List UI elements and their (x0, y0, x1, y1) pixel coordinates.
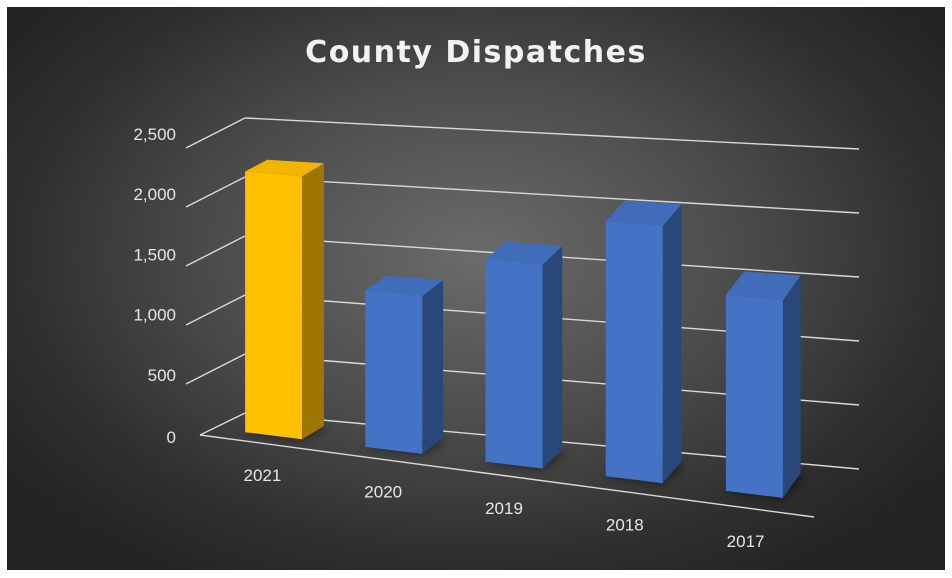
gridline-side (185, 353, 246, 385)
x-tick-label: 2019 (485, 499, 523, 518)
bar-side (542, 245, 563, 469)
x-tick-label: 2020 (364, 483, 402, 502)
labels: 0 500 1,000 1,500 2,000 2,500 2021 2020 2019 2018… (133, 125, 764, 551)
chart-area: County Dispatches 0 500 1,000 1,500 2,000 2,5… (7, 7, 945, 570)
bar-2021 (245, 159, 324, 440)
bar-top (245, 159, 324, 177)
bar-front (485, 259, 543, 469)
y-tick-label: 2,500 (133, 125, 176, 144)
bar-top (485, 241, 563, 265)
bar-front (725, 294, 783, 498)
y-tick-label: 0 (167, 428, 176, 447)
bar-2017 (725, 271, 801, 498)
y-tick-label: 2,000 (133, 185, 176, 204)
gridline (244, 176, 860, 214)
x-tick-label: 2021 (243, 466, 281, 485)
gridline-side (185, 176, 246, 208)
bar-2020 (365, 275, 444, 454)
plot-area: 0 500 1,000 1,500 2,000 2,500 2021 2020 2019 2018… (133, 117, 860, 551)
bar-top (605, 200, 682, 226)
gridline (244, 117, 860, 150)
bar-side (782, 275, 801, 498)
x-axis-line (199, 434, 815, 518)
x-tick-label: 2018 (606, 515, 644, 534)
bar-2018 (605, 200, 682, 484)
bar-front (605, 221, 663, 484)
bar-top (365, 275, 444, 296)
y-tick-label: 1,000 (133, 306, 176, 325)
bars (245, 159, 801, 498)
bar-side (422, 279, 444, 454)
bar-top (725, 271, 801, 301)
bar-2019 (485, 241, 563, 469)
x-tick-label: 2017 (727, 532, 765, 551)
bar-side (662, 204, 682, 484)
chart-title: County Dispatches (305, 35, 647, 70)
gridline-side (185, 117, 246, 149)
gridline-side (185, 294, 246, 326)
bar-front (245, 171, 303, 440)
bar-front (365, 290, 423, 454)
y-tick-label: 500 (148, 366, 176, 385)
floor-left-edge (199, 412, 246, 436)
gridline-side (185, 235, 246, 267)
y-tick-label: 1,500 (133, 245, 176, 264)
bar-side (302, 163, 324, 440)
